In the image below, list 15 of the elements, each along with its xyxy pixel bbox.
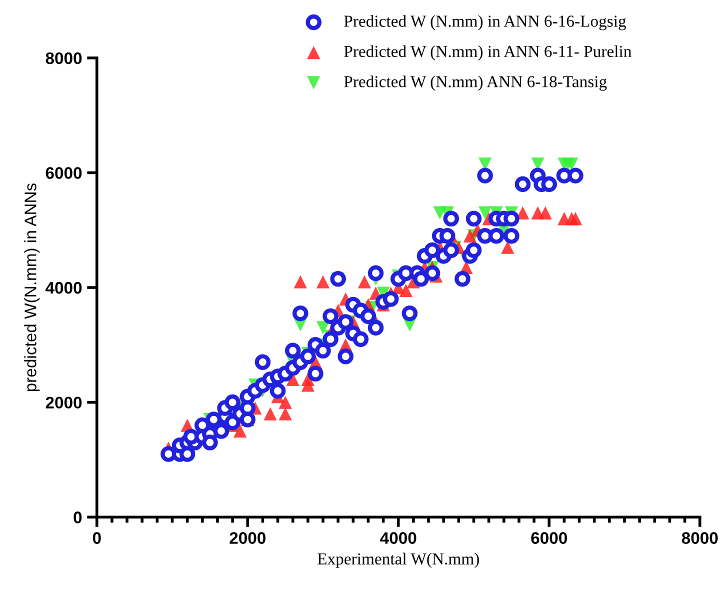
x-tick-label: 6000 bbox=[531, 532, 567, 544]
legend-label: Predicted W (N.mm) in ANN 6-16-Logsig bbox=[344, 15, 626, 30]
y-tick-label: 0 bbox=[74, 512, 82, 524]
x-axis-title: Experimental W(N.mm) bbox=[318, 552, 479, 568]
y-tick-label: 2000 bbox=[46, 396, 82, 409]
x-tick-label: 2000 bbox=[230, 532, 266, 544]
legend-label: Predicted W (N.mm) in ANN 6-11- Purelin bbox=[344, 45, 632, 60]
y-tick-label: 6000 bbox=[46, 167, 82, 179]
x-tick-label: 4000 bbox=[380, 532, 416, 544]
legend-label: Predicted W (N.mm) ANN 6-18-Tansig bbox=[344, 76, 607, 91]
x-tick-label: 0 bbox=[92, 532, 101, 544]
y-tick-label: 4000 bbox=[45, 282, 82, 294]
y-tick-label: 8000 bbox=[46, 52, 82, 64]
y-axis-title: predicted W(N.mm) in ANNs bbox=[24, 183, 40, 392]
x-tick-label: 8000 bbox=[682, 532, 718, 544]
